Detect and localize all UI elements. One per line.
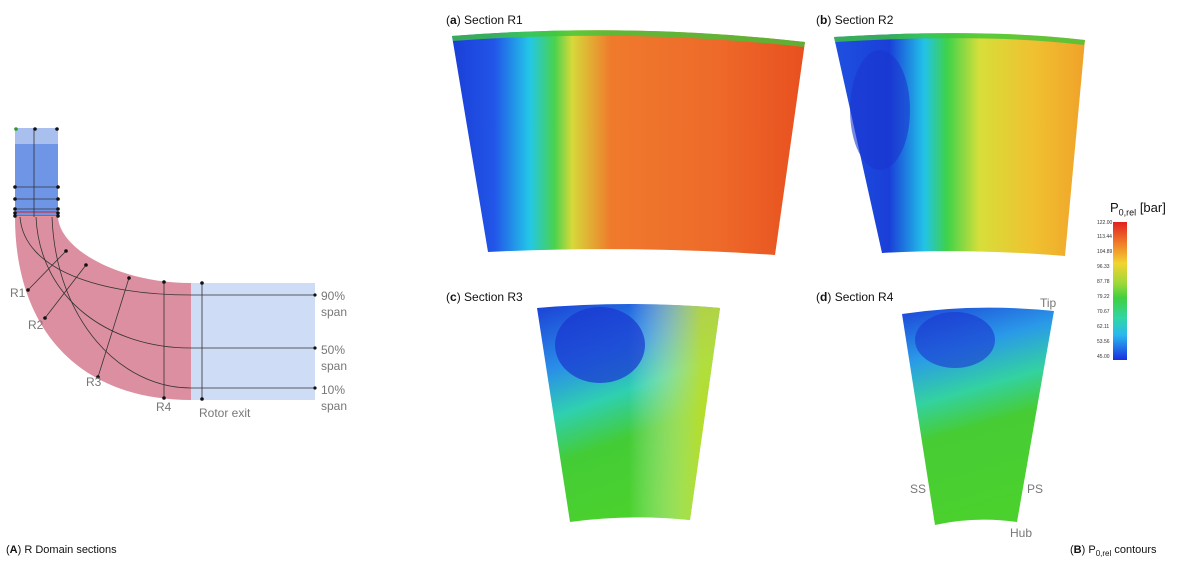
section-line-r2 bbox=[44, 264, 87, 319]
contour-r2 bbox=[834, 33, 1085, 257]
section-title-r3: (c) Section R3 bbox=[446, 290, 523, 304]
colorbar-tick: 113.44 bbox=[1097, 234, 1112, 240]
colorbar-tick: 70.67 bbox=[1097, 309, 1110, 315]
tip-label: Tip bbox=[1040, 296, 1057, 310]
section-line-r3 bbox=[97, 277, 130, 378]
domain-sketch bbox=[13, 127, 317, 401]
colorbar-tick: 96.33 bbox=[1097, 264, 1110, 270]
section-title-r2: (b) Section R2 bbox=[816, 13, 894, 27]
span-label-90: 90% bbox=[321, 289, 346, 303]
section-label-r2: R2 bbox=[28, 318, 44, 332]
colorbar-tick: 79.22 bbox=[1097, 294, 1110, 300]
span-line-50 bbox=[35, 216, 315, 349]
hub-label: Hub bbox=[1010, 526, 1033, 540]
panel-a-caption: (A) R Domain sections bbox=[6, 544, 117, 556]
span-label-50: 50% bbox=[321, 343, 346, 357]
section-label-r4: R4 bbox=[156, 400, 172, 414]
contour-r3 bbox=[537, 304, 720, 522]
section-title-r1: (a) Section R1 bbox=[446, 13, 523, 27]
contour-r1 bbox=[452, 30, 805, 256]
rotor-exit-region bbox=[191, 283, 315, 400]
colorbar-tick: 87.78 bbox=[1097, 279, 1110, 285]
ps-label: PS bbox=[1027, 482, 1044, 496]
span-label-10-unit: span bbox=[321, 399, 348, 413]
span-label-50-unit: span bbox=[321, 359, 348, 373]
span-line-10 bbox=[51, 216, 315, 389]
span-label-90-unit: span bbox=[321, 305, 348, 319]
colorbar-tick: 62.11 bbox=[1097, 324, 1110, 330]
rotor-bend bbox=[15, 217, 191, 400]
section-line-r1 bbox=[27, 250, 67, 291]
colorbar-title: P0,rel [bar] bbox=[1110, 200, 1166, 218]
colorbar bbox=[1113, 222, 1127, 360]
contour-r4 bbox=[902, 307, 1054, 525]
colorbar-tick: 53.56 bbox=[1097, 339, 1110, 345]
section-label-r3: R3 bbox=[86, 375, 102, 389]
colorbar-tick: 122.00 bbox=[1097, 220, 1113, 226]
span-label-10: 10% bbox=[321, 383, 346, 397]
rotor-exit-label: Rotor exit bbox=[199, 406, 251, 420]
colorbar-ticks: 122.00 113.44 104.89 96.33 87.78 79.22 7… bbox=[1097, 220, 1117, 365]
section-label-r1: R1 bbox=[10, 286, 26, 300]
panel-b-caption: (B) P0,rel contours bbox=[1070, 544, 1157, 559]
colorbar-tick: 45.00 bbox=[1097, 354, 1110, 360]
ss-label: SS bbox=[910, 482, 927, 496]
span-line-90 bbox=[19, 216, 315, 296]
section-title-r4: (d) Section R4 bbox=[816, 290, 894, 304]
colorbar-tick: 104.89 bbox=[1097, 249, 1113, 255]
inlet-duct-top bbox=[15, 128, 58, 144]
